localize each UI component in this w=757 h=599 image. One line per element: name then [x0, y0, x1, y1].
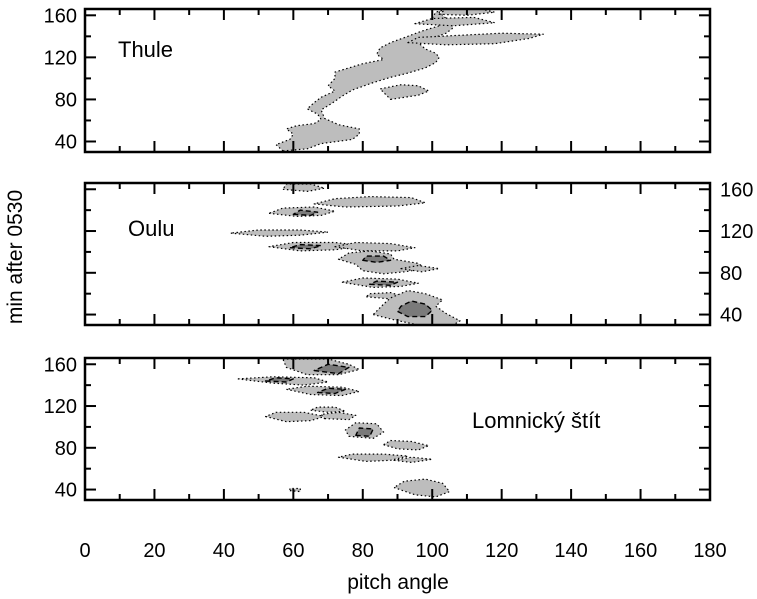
contour-region-dark: [396, 300, 433, 318]
y-tick-label: 160: [44, 354, 77, 376]
contour-region-low: [407, 32, 544, 46]
panel-0-frame: [83, 7, 712, 154]
contour-region-low: [334, 241, 416, 252]
contour-region-low: [320, 411, 357, 421]
contour-region-dark: [369, 280, 399, 286]
x-axis-title: pitch angle: [347, 571, 449, 594]
contour-region-dark: [313, 363, 350, 375]
x-tick-label: 100: [416, 540, 449, 562]
panel-2-frame: [83, 356, 712, 502]
contour-region-low: [393, 456, 433, 463]
panel-1: 40 80 120 160 Oulu: [83, 179, 753, 327]
contour-region-low: [337, 250, 426, 275]
contour-region-low: [313, 196, 426, 208]
contour-region-low: [337, 453, 409, 462]
y-tick-label: 40: [55, 131, 77, 153]
y-tick-label: 80: [55, 89, 77, 111]
y-tick-label: 80: [720, 263, 742, 285]
y-tick-label: 40: [55, 480, 77, 502]
panel-label: Oulu: [128, 216, 174, 241]
contour-region-low: [393, 478, 451, 498]
panel-1-contours: [230, 183, 461, 325]
contour-region-dark: [264, 377, 294, 383]
panel-2: 40 80 120 160 Lomnický štít: [44, 354, 712, 502]
contour-region-low: [282, 183, 326, 192]
contour-region-dark: [292, 209, 319, 217]
contour-region-low: [230, 229, 329, 237]
x-tick-label: 40: [213, 540, 235, 562]
y-tick-label: 120: [44, 47, 77, 69]
y-tick-label: 160: [720, 179, 753, 201]
x-tick-label: 20: [143, 540, 165, 562]
y-tick-label: 120: [720, 221, 753, 243]
contour-region-low: [275, 9, 461, 152]
x-tick-label: 140: [554, 540, 587, 562]
contour-region-dark: [289, 243, 322, 250]
panel-0-contours: [275, 9, 544, 152]
y-tick-label: 160: [44, 5, 77, 27]
contour-region-low: [289, 487, 301, 493]
contour-region-dark: [316, 387, 347, 395]
panel-0: 40 80 120 160 Thule: [44, 5, 712, 154]
contour-region-low: [414, 16, 496, 27]
panel-label: Thule: [118, 37, 173, 62]
contour-region-low: [310, 406, 346, 413]
x-tick-label: 160: [624, 540, 657, 562]
x-tick-label: 0: [79, 540, 90, 562]
contour-region-dark: [355, 427, 374, 437]
x-tick-label: 180: [693, 540, 726, 562]
x-tick-label: 120: [485, 540, 518, 562]
x-tick-label: 60: [282, 540, 304, 562]
contour-region-low: [383, 439, 430, 451]
contour-region-dark: [362, 255, 392, 264]
contour-region-low: [400, 264, 440, 273]
y-tick-label: 40: [720, 305, 742, 327]
panel-2-contours: [237, 358, 451, 498]
contour-region-low: [265, 411, 326, 423]
contour-region-low: [379, 84, 430, 101]
x-tick-label: 80: [352, 540, 374, 562]
y-axis-title: min after 0530: [4, 190, 27, 324]
y-tick-label: 120: [44, 396, 77, 418]
panel-label: Lomnický štít: [472, 408, 600, 433]
y-tick-label: 80: [55, 438, 77, 460]
